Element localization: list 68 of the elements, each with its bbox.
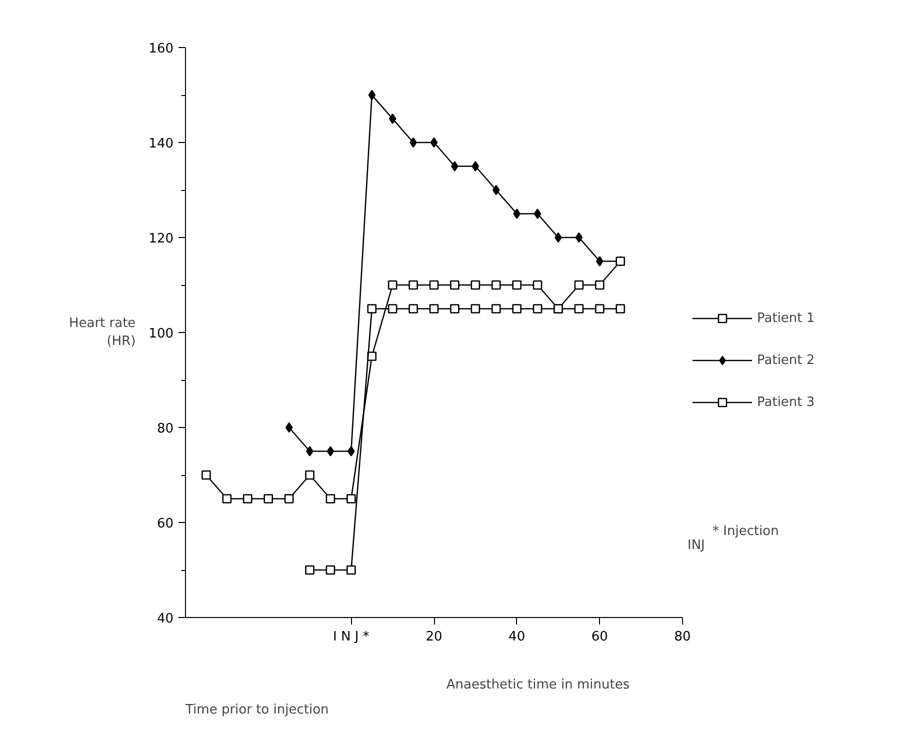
point bbox=[470, 280, 480, 290]
point bbox=[450, 304, 460, 314]
x-tick-label: 60 bbox=[591, 630, 608, 644]
point bbox=[222, 494, 232, 504]
y-tick-label: 100 bbox=[148, 326, 174, 342]
point bbox=[532, 280, 542, 290]
point bbox=[306, 446, 314, 456]
point bbox=[305, 470, 314, 480]
point bbox=[326, 494, 336, 504]
point bbox=[616, 304, 626, 314]
text: Time prior to injection bbox=[184, 702, 329, 718]
point bbox=[512, 280, 522, 290]
point bbox=[346, 494, 356, 504]
point bbox=[326, 565, 336, 575]
point bbox=[513, 208, 520, 219]
point bbox=[367, 304, 377, 314]
point bbox=[595, 280, 604, 290]
point bbox=[388, 304, 398, 314]
x-tick-label: 40 bbox=[508, 630, 526, 644]
point bbox=[574, 304, 584, 314]
point bbox=[595, 304, 604, 314]
y-tick-label: 160 bbox=[148, 42, 174, 56]
point bbox=[470, 304, 480, 314]
point bbox=[388, 114, 396, 124]
point bbox=[408, 304, 418, 314]
point bbox=[451, 161, 458, 172]
x-tick-label: 20 bbox=[426, 630, 442, 644]
point bbox=[388, 280, 398, 290]
y-tick-label: 140 bbox=[148, 136, 174, 152]
point bbox=[574, 280, 584, 290]
point bbox=[575, 232, 583, 243]
point bbox=[285, 422, 293, 433]
x-axis-title: Anaesthetic time in minutes bbox=[446, 678, 630, 692]
legend-label: Patient 2 bbox=[757, 352, 815, 368]
x-tick-label: 80 bbox=[674, 630, 691, 644]
point bbox=[491, 280, 501, 290]
point bbox=[491, 304, 501, 314]
point bbox=[367, 352, 377, 361]
point bbox=[596, 256, 604, 266]
x-tick-label: I N J * bbox=[333, 630, 370, 644]
point bbox=[242, 494, 252, 504]
y-tick-label: 40 bbox=[156, 612, 174, 626]
point bbox=[264, 494, 273, 504]
point bbox=[346, 565, 356, 575]
legend-label: Patient 1 bbox=[757, 310, 815, 326]
point bbox=[368, 90, 376, 100]
point bbox=[532, 304, 542, 314]
text: * Injection bbox=[712, 524, 779, 539]
point bbox=[408, 280, 418, 290]
point bbox=[534, 208, 542, 219]
point bbox=[512, 304, 522, 314]
y-tick-label: 80 bbox=[156, 422, 174, 436]
point bbox=[348, 446, 355, 456]
point bbox=[492, 184, 500, 196]
y-axis-title: Heart rate (HR) bbox=[68, 316, 136, 349]
point bbox=[326, 446, 334, 456]
point bbox=[472, 161, 480, 172]
text: INJ bbox=[688, 538, 705, 553]
point bbox=[284, 494, 294, 504]
legend-label: Patient 3 bbox=[757, 394, 815, 410]
y-tick-label: 60 bbox=[156, 516, 174, 532]
point bbox=[430, 137, 438, 148]
point bbox=[305, 565, 314, 575]
point bbox=[429, 304, 439, 314]
y-tick-label: 120 bbox=[148, 232, 174, 246]
point bbox=[202, 470, 211, 480]
point bbox=[429, 280, 439, 290]
point bbox=[450, 280, 460, 290]
